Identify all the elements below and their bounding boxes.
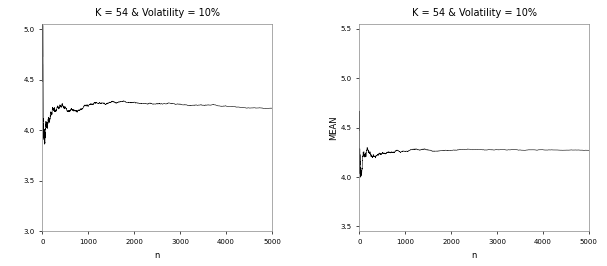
- Y-axis label: MEAN: MEAN: [329, 115, 337, 140]
- Title: K = 54 & Volatility = 10%: K = 54 & Volatility = 10%: [95, 8, 220, 18]
- X-axis label: n: n: [155, 251, 160, 260]
- Title: K = 54 & Volatility = 10%: K = 54 & Volatility = 10%: [412, 8, 537, 18]
- X-axis label: n: n: [471, 251, 476, 260]
